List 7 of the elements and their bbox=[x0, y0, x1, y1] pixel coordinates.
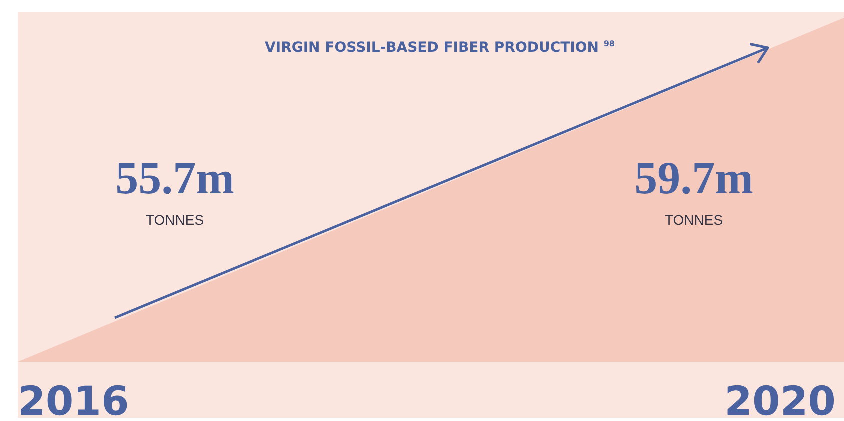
text: VIRGIN FOSSIL-BASED FIBER PRODUCTION 98 bbox=[265, 40, 616, 56]
data-label: 55.7m bbox=[116, 152, 234, 204]
text: TONNES bbox=[146, 212, 204, 228]
category-label: 2016 bbox=[18, 379, 130, 421]
category-label: 2020 bbox=[724, 379, 836, 421]
data-label: 59.7m bbox=[634, 152, 754, 204]
text: TONNES bbox=[664, 212, 724, 228]
